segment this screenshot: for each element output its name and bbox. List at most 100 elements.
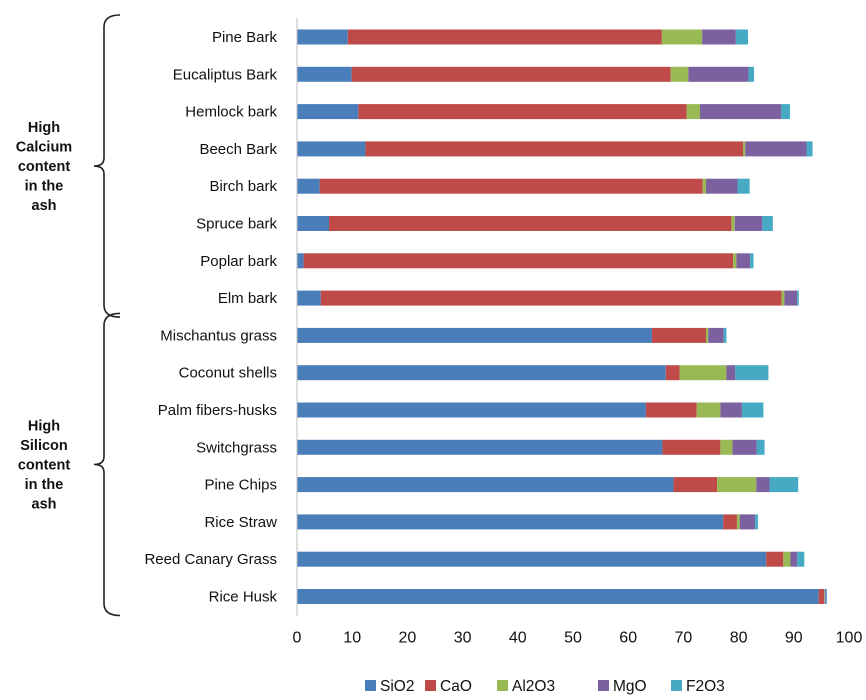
x-tick-label: 10	[343, 630, 361, 647]
bar-segment-cao-0	[347, 29, 662, 45]
bar-segment-sio2-5	[297, 216, 330, 231]
x-tick-label: 90	[785, 630, 803, 647]
x-tick-label: 20	[399, 630, 417, 647]
bar-segment-sio2-14	[297, 551, 767, 567]
category-label: Mischantus grass	[160, 327, 277, 344]
bar-segment-mgo-2	[699, 104, 782, 120]
bar-segment-al2o3-15	[824, 589, 825, 604]
bar-segment-sio2-4	[297, 178, 320, 194]
x-tick-labels: 0 10 20 30 40 50 60 70 80 90 100	[293, 630, 863, 647]
bar-segment-mgo-5	[734, 216, 763, 231]
bar-segment-f2o3-4	[737, 178, 750, 194]
category-label: Coconut shells	[179, 365, 277, 382]
bar-segment-al2o3-2	[686, 104, 700, 120]
bar-segment-mgo-6	[736, 253, 751, 269]
group-annotations: High Calcium content in the ash High Silicon co…	[16, 14, 121, 617]
bar-segment-sio2-7	[297, 290, 321, 306]
bar-segment-cao-2	[358, 104, 687, 120]
x-tick-label: 100	[836, 630, 863, 647]
group-label-line: content	[18, 457, 71, 473]
x-tick-label: 30	[454, 630, 472, 647]
legend-swatch-cao	[425, 680, 436, 691]
bar-segment-al2o3-6	[733, 253, 737, 269]
bar-segment-f2o3-1	[748, 66, 755, 82]
bar-segment-mgo-13	[739, 514, 756, 530]
bar-segment-cao-8	[651, 327, 707, 343]
bar-segment-f2o3-10	[741, 402, 764, 418]
bar-segment-sio2-8	[297, 327, 652, 343]
x-tick-label: 80	[730, 630, 748, 647]
group-label-line: High	[28, 120, 60, 136]
group-label-line: ash	[32, 198, 57, 214]
bar-segment-cao-1	[351, 66, 671, 82]
bar-segment-al2o3-7	[781, 290, 785, 306]
bar-segment-al2o3-5	[731, 216, 735, 231]
bar-segment-mgo-0	[702, 29, 736, 45]
x-tick-label: 0	[293, 630, 302, 647]
x-tick-label: 50	[564, 630, 582, 647]
category-label: Pine Chips	[204, 477, 277, 494]
group-label-line: content	[18, 159, 71, 175]
group-bracket	[93, 312, 121, 617]
bar-segment-cao-7	[320, 290, 782, 306]
category-label: Palm fibers-husks	[158, 402, 277, 419]
bar-segment-sio2-0	[297, 29, 348, 45]
category-label: Beech Bark	[199, 141, 277, 158]
group-label-line: Silicon	[20, 438, 68, 454]
category-label: Birch bark	[209, 178, 277, 195]
category-label: Switchgrass	[196, 439, 277, 456]
legend-swatch-al2o3	[497, 680, 508, 691]
bar-segment-cao-3	[365, 141, 744, 157]
legend-swatch-sio2	[365, 680, 376, 691]
bar-segment-cao-6	[303, 253, 734, 269]
bar-segment-cao-5	[329, 216, 732, 231]
bar-segment-mgo-10	[720, 402, 742, 418]
category-labels: Pine Bark Eucaliptus Bark Hemlock bark Beec…	[144, 29, 277, 606]
bar-segment-cao-14	[766, 551, 784, 567]
legend-swatch-mgo	[598, 680, 609, 691]
bar-segment-sio2-2	[297, 104, 359, 120]
legend-label-sio2: SiO2	[380, 678, 414, 695]
group-label-line: Calcium	[16, 140, 72, 156]
category-label: Pine Bark	[212, 29, 278, 46]
bar-segment-cao-15	[818, 589, 825, 604]
bar-segment-al2o3-1	[670, 66, 689, 82]
bar-segment-sio2-6	[297, 253, 304, 269]
bar-segment-al2o3-4	[702, 178, 707, 194]
bar-segment-cao-12	[673, 477, 718, 493]
bar-segment-cao-4	[319, 178, 703, 194]
bar-segment-sio2-10	[297, 402, 646, 418]
category-label: Spruce bark	[196, 216, 277, 233]
bar-segment-f2o3-6	[750, 253, 754, 269]
legend-label-al2o3: Al2O3	[512, 678, 555, 695]
bar-segment-cao-13	[723, 514, 737, 530]
bar-segment-mgo-15	[824, 589, 826, 604]
bar-segment-sio2-12	[297, 477, 674, 493]
group-label-line: in the	[25, 477, 64, 493]
bar-segment-f2o3-9	[735, 365, 769, 381]
bar-segment-mgo-7	[784, 290, 798, 306]
bar-segment-mgo-4	[706, 178, 738, 194]
bar-segment-al2o3-10	[696, 402, 721, 418]
bar-segment-mgo-12	[756, 477, 770, 493]
legend-swatch-f2o3	[671, 680, 682, 691]
bar-segment-f2o3-3	[806, 141, 813, 157]
bar-segment-al2o3-12	[717, 477, 757, 493]
bar-segment-mgo-14	[790, 551, 798, 567]
bar-segment-f2o3-5	[762, 216, 773, 231]
category-label: Hemlock bark	[185, 104, 277, 121]
legend-label-cao: CaO	[440, 678, 472, 695]
bar-segment-mgo-3	[745, 141, 807, 157]
legend: SiO2 CaO Al2O3 MgO F2O3	[365, 678, 725, 695]
category-label: Reed Canary Grass	[144, 551, 277, 568]
category-label: Poplar bark	[200, 253, 277, 270]
bar-segment-al2o3-0	[661, 29, 703, 45]
bar-segment-f2o3-7	[797, 290, 799, 306]
x-tick-label: 70	[675, 630, 693, 647]
legend-label-mgo: MgO	[613, 678, 647, 695]
bar-segment-sio2-1	[297, 66, 352, 82]
category-label: Rice Straw	[204, 514, 277, 531]
bars-layer	[297, 29, 827, 604]
category-label: Eucaliptus Bark	[173, 66, 278, 83]
bar-segment-cao-9	[665, 365, 680, 381]
